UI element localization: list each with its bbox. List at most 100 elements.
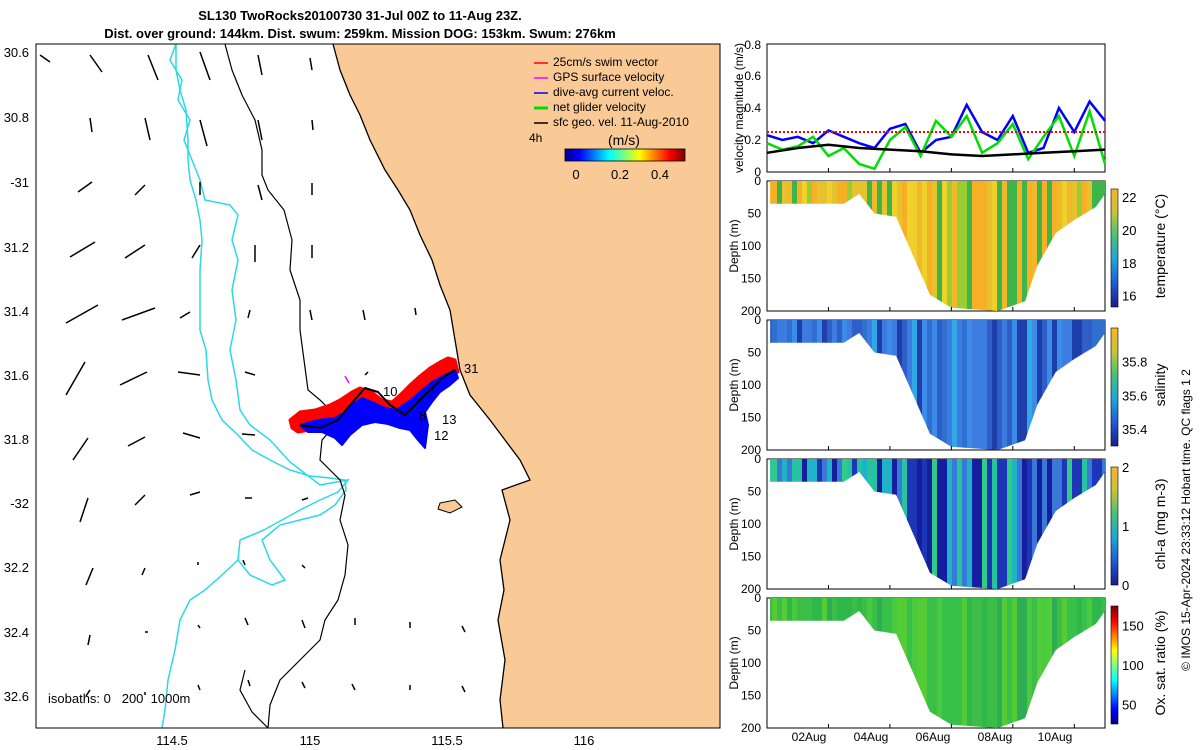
velocity-ylabel: velocity magnitude (m/s) (732, 43, 746, 173)
heatmap-column (947, 459, 953, 589)
lat-tick: 31.8 (4, 432, 29, 447)
heatmap-column (1002, 459, 1008, 589)
heatmap-column (1012, 181, 1018, 311)
heatmap-column (937, 598, 943, 728)
heatmap-ytick: 150 (741, 689, 761, 703)
heatmap-ytick: 0 (754, 591, 761, 605)
heatmap-column (1002, 320, 1008, 450)
heatmap-column (962, 181, 968, 311)
heatmap-column (1037, 598, 1043, 728)
heatmap-column (977, 181, 983, 311)
colorbar-tick: 100 (1122, 658, 1144, 673)
heatmap-chart: 0 50 100 150 200 Depth (m) 2 1 0 chl-a (mg m-3) (727, 452, 1168, 596)
heatmap-column (967, 598, 973, 728)
heatmap-ytick: 150 (741, 272, 761, 286)
heatmap-column (957, 459, 963, 589)
velocity-ytick: 0 (754, 165, 761, 179)
heatmap-column (937, 459, 943, 589)
net-velocity-track (299, 369, 456, 430)
heatmap-column (1037, 320, 1043, 450)
heatmap-column (912, 459, 918, 589)
velocity-series-line (766, 107, 1107, 171)
legend-label: sfc geo. vel. 11-Aug-2010 (553, 115, 689, 129)
heatmap-ytick: 200 (741, 304, 761, 318)
heatmap-column (997, 459, 1003, 589)
heatmap-column (907, 181, 913, 311)
heatmap-ytick: 150 (741, 550, 761, 564)
time-axis: 02Aug 04Aug 06Aug 08Aug 10Aug (792, 730, 1073, 744)
heatmap-ytick: 200 (741, 721, 761, 735)
heatmap-column (942, 181, 948, 311)
heatmap-column (1017, 181, 1023, 311)
lon-tick: 115.5 (431, 733, 463, 748)
track-label-31: 31 (464, 361, 478, 376)
heatmap-column (1042, 181, 1048, 311)
heatmap-column (962, 459, 968, 589)
colorbar-label: chl-a (mg m-3) (1152, 478, 1168, 569)
colorbar-label: (m/s) (608, 132, 640, 148)
heatmap-column (982, 459, 988, 589)
heatmap-ytick: 100 (741, 378, 761, 392)
heatmap-column (987, 459, 993, 589)
heatmap-column (1042, 320, 1048, 450)
velocity-ytick: 0.2 (744, 133, 761, 147)
current-arrows (39, 51, 466, 697)
heatmap-column (927, 598, 933, 728)
heatmap-ytick: 50 (748, 346, 762, 360)
heatmap-column (912, 320, 918, 450)
heatmap-column (927, 320, 933, 450)
heatmap-column (1002, 598, 1008, 728)
heatmap-chart: 0 50 100 150 200 Depth (m) 22 20 18 16 temperature… (727, 174, 1168, 318)
dive-avg-track (299, 369, 459, 449)
time-tick: 06Aug (916, 730, 951, 744)
map-island (437, 499, 463, 514)
map-panel: 10 2 31 13 12 8 30.6 30.8 -31 31.2 31.4 … (4, 43, 721, 748)
heatmap-ytick: 100 (741, 239, 761, 253)
heatmap-column (972, 598, 978, 728)
colorbar-tick: 50 (1122, 697, 1136, 712)
heatmap-ytick: 0 (754, 313, 761, 327)
velocity-chart: velocity magnitude (m/s) 0 0.2 0.4 0.6 0… (732, 38, 1107, 179)
colorbar-tick: 18 (1122, 256, 1136, 271)
heatmap-column (1032, 598, 1038, 728)
heatmap-column (917, 459, 923, 589)
heatmap-column (1012, 320, 1018, 450)
colorbar-tick: 20 (1122, 223, 1136, 238)
heatmap-column (962, 320, 968, 450)
heatmap-colorbar (1110, 466, 1119, 586)
track-label-12: 12 (434, 428, 448, 443)
time-scale-label: 4h (529, 131, 542, 145)
map-colorbar-tick: 0.2 (611, 167, 629, 182)
heatmap-column (977, 598, 983, 728)
figure-title-line1: SL130 TwoRocks20100730 31-Jul 00Z to 11-… (198, 8, 522, 23)
heatmap-column (1037, 181, 1043, 311)
glider-track (288, 356, 460, 449)
heatmap-column (927, 459, 933, 589)
heatmap-column (982, 320, 988, 450)
heatmap-column (1027, 181, 1033, 311)
heatmap-column (997, 181, 1003, 311)
heatmap-column (992, 459, 998, 589)
colorbar-tick: 35.8 (1122, 355, 1147, 370)
heatmap-column (937, 181, 943, 311)
heatmap-column (982, 181, 988, 311)
track-label-13: 13 (442, 412, 456, 427)
heatmap-column (987, 598, 993, 728)
heatmap-colorbar (1110, 188, 1119, 308)
heatmap-ytick: 100 (741, 656, 761, 670)
velocity-yticks: 0 0.2 0.4 0.6 0.8 (744, 38, 761, 179)
velocity-ytick: 0.6 (744, 69, 761, 83)
heatmap-column (937, 320, 943, 450)
heatmap-ytick: 50 (748, 624, 762, 638)
lat-tick: 30.8 (4, 110, 29, 125)
lon-tick: 115 (300, 733, 321, 748)
map-colorbar-tick: 0.4 (651, 167, 669, 182)
heatmap-column (1042, 598, 1048, 728)
heatmap-column (1042, 459, 1048, 589)
heatmap-column (922, 181, 928, 311)
heatmap-column (922, 320, 928, 450)
heatmap-column (942, 320, 948, 450)
velocity-ytick: 0.4 (744, 101, 761, 115)
time-tick: 10Aug (1038, 730, 1073, 744)
timeseries-panel: velocity magnitude (m/s) 0 0.2 0.4 0.6 0… (727, 38, 1193, 744)
